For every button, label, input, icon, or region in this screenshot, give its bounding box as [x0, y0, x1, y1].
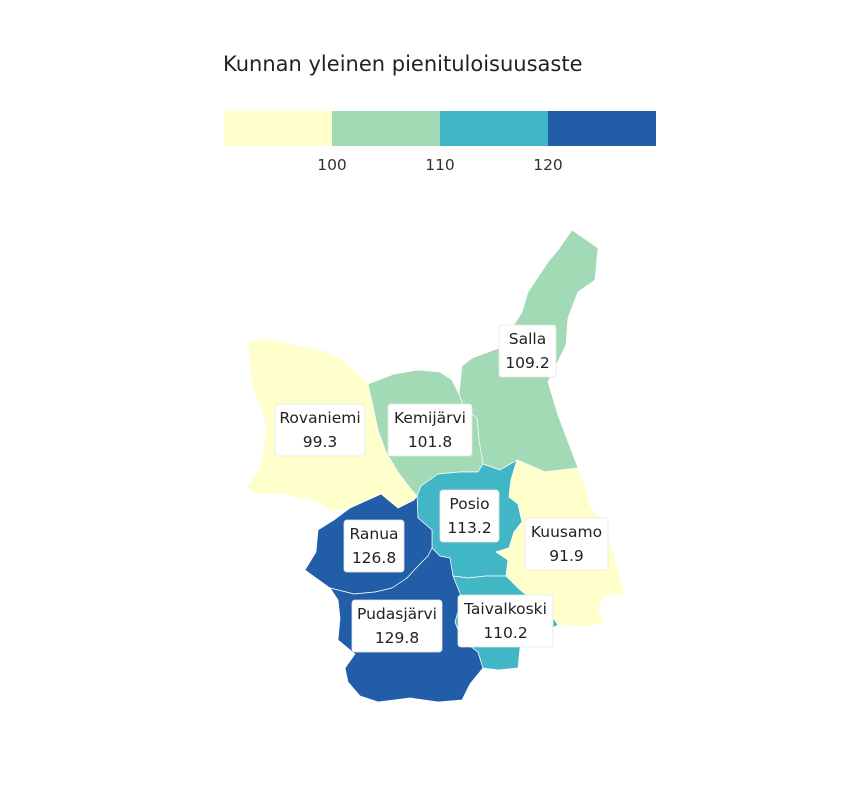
label-posio: Posio 113.2	[439, 489, 500, 543]
legend-swatch-2	[332, 111, 440, 146]
region-name: Kemijärvi	[394, 409, 466, 427]
region-name: Posio	[449, 495, 489, 513]
region-value: 101.8	[408, 433, 452, 451]
region-value: 99.3	[303, 433, 338, 451]
label-salla: Salla 109.2	[498, 324, 557, 378]
legend-title: Kunnan yleinen pienituloisuusaste	[223, 52, 583, 76]
label-ranua: Ranua 126.8	[343, 519, 405, 573]
legend-swatch-1	[224, 111, 332, 146]
legend-tick-110: 110	[425, 156, 455, 174]
region-value: 109.2	[505, 354, 549, 372]
region-name: Pudasjärvi	[357, 605, 437, 623]
label-rovaniemi: Rovaniemi 99.3	[274, 403, 366, 457]
legend-tick-100: 100	[317, 156, 347, 174]
label-kemijarvi: Kemijärvi 101.8	[387, 403, 473, 457]
legend-colorbar: 100 110 120	[224, 111, 656, 174]
region-value: 129.8	[375, 629, 419, 647]
label-kuusamo: Kuusamo 91.9	[524, 517, 609, 571]
region-name: Salla	[509, 330, 546, 348]
legend-swatch-4	[548, 111, 656, 146]
region-name: Taivalkoski	[463, 600, 547, 618]
region-labels: Salla 109.2 Rovaniemi 99.3 Kemijärvi 101…	[274, 324, 609, 653]
region-value: 110.2	[483, 624, 527, 642]
legend-swatch-3	[440, 111, 548, 146]
region-value: 91.9	[549, 547, 584, 565]
legend-tick-120: 120	[533, 156, 563, 174]
label-pudasjarvi: Pudasjärvi 129.8	[351, 599, 443, 653]
region-name: Ranua	[349, 525, 398, 543]
region-name: Rovaniemi	[279, 409, 360, 427]
label-taivalkoski: Taivalkoski 110.2	[457, 594, 554, 648]
region-value: 113.2	[447, 519, 491, 537]
region-value: 126.8	[352, 549, 396, 567]
region-name: Kuusamo	[531, 523, 602, 541]
